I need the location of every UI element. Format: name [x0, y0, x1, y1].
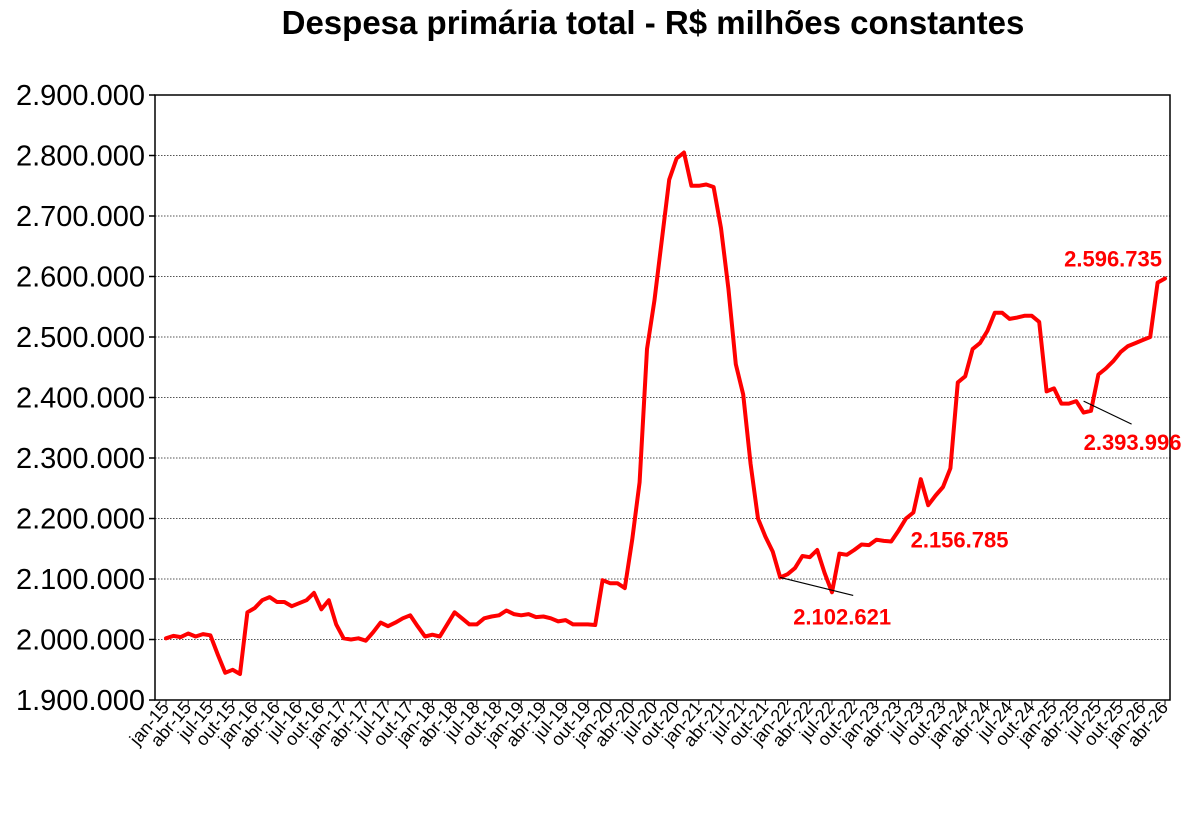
y-tick-label: 2.600.000: [16, 262, 145, 294]
y-tick-label: 2.100.000: [16, 564, 145, 596]
data-label: 2.393.996: [1084, 430, 1182, 455]
chart-title: Despesa primária total - R$ milhões cons…: [281, 4, 1025, 41]
annotation-leader: [1083, 400, 1132, 425]
y-tick-label: 2.500.000: [16, 322, 145, 354]
y-tick-label: 1.900.000: [16, 685, 145, 717]
x-axis-ticks: jan-15abr-15jul-15out-15jan-16abr-16jul-…: [125, 698, 1172, 751]
gridlines: [155, 155, 1170, 640]
annotation-leader: [780, 576, 854, 596]
y-axis-ticks: 1.900.000 2.000.000 2.100.000 2.200.000 2.30…: [16, 80, 155, 717]
series-line: [164, 150, 1167, 676]
data-label: 2.596.735: [1064, 246, 1162, 271]
data-label: 2.102.621: [793, 604, 891, 629]
y-tick-label: 2.200.000: [16, 504, 145, 536]
y-tick-label: 2.800.000: [16, 141, 145, 173]
series-layer: [164, 150, 1167, 676]
y-tick-label: 2.700.000: [16, 201, 145, 233]
data-label: 2.156.785: [911, 528, 1009, 553]
y-tick-label: 2.300.000: [16, 443, 145, 475]
y-tick-label: 2.400.000: [16, 383, 145, 415]
y-tick-label: 2.900.000: [16, 80, 145, 112]
y-tick-label: 2.000.000: [16, 625, 145, 657]
annotations: 2.596.735 2.393.996 2.156.785 2.102.621: [780, 246, 1181, 629]
